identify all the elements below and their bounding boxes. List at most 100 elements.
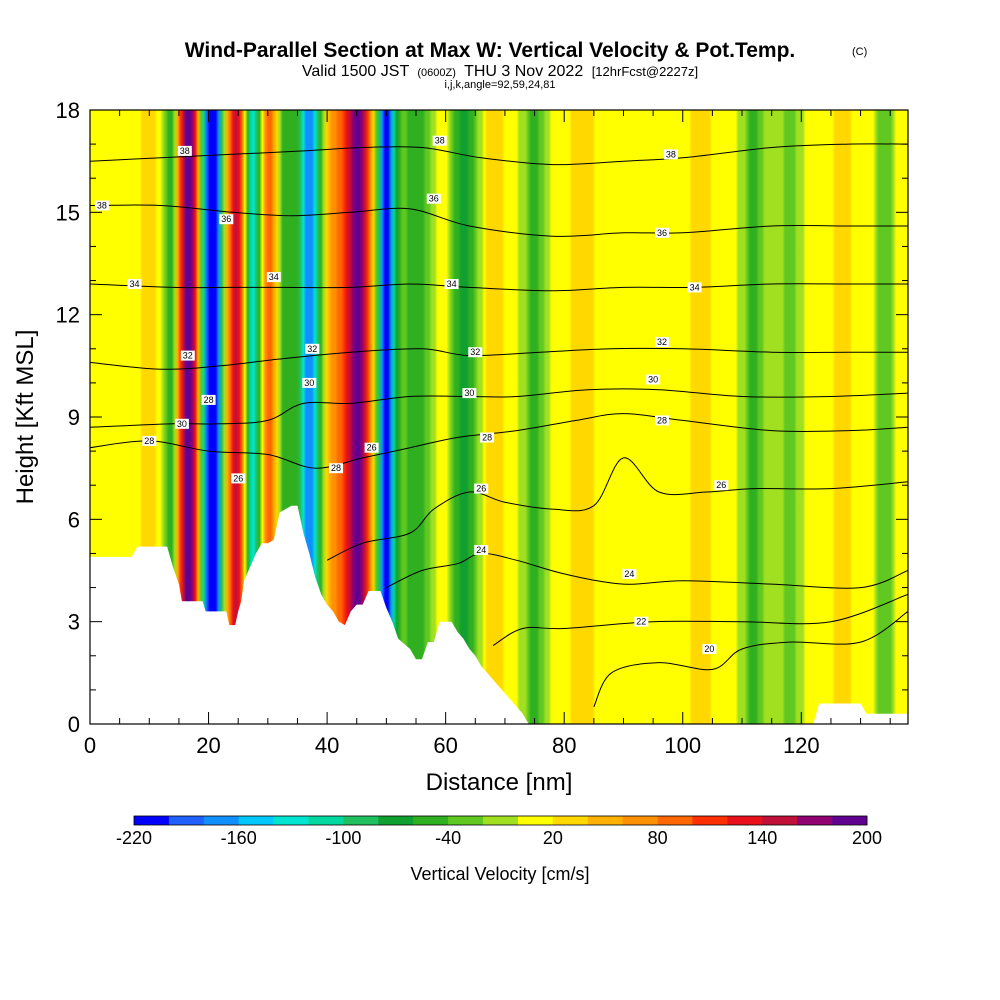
contour-label-text: 20	[704, 644, 714, 654]
contour-label-background	[687, 282, 702, 293]
colorbar-swatch	[378, 816, 414, 825]
contour-label: 32	[655, 337, 669, 347]
contour-label-background	[266, 272, 281, 283]
contour-label-background	[468, 347, 483, 358]
theta-contour-24	[386, 552, 908, 589]
contour-label-background	[174, 418, 189, 429]
theta-contour-26	[326, 457, 908, 561]
contour-label-background	[231, 473, 246, 484]
colorbar-swatch	[797, 816, 833, 825]
contour-label-background	[474, 545, 489, 555]
contour-label: 36	[219, 214, 234, 225]
contour-label: 34	[444, 279, 459, 289]
contour-label: 32	[180, 350, 195, 361]
contour-label-background	[462, 388, 477, 399]
contour-label: 38	[663, 149, 678, 160]
y-tick-label: 0	[68, 712, 80, 737]
contour-label: 30	[646, 374, 661, 385]
contour-label-background	[663, 149, 678, 160]
chart-subtitle: Valid 1500 JST (0600Z) THU 3 Nov 2022 [1…	[302, 63, 698, 80]
contour-label-text: 22	[636, 617, 646, 627]
contour-label-background	[432, 135, 447, 146]
contour-label-text: 32	[470, 347, 480, 357]
colorbar-tick-label: 20	[543, 828, 563, 848]
subtitle-zulu-time: (0600Z)	[417, 67, 456, 79]
colorbar-swatch	[727, 816, 763, 825]
colorbar-swatch	[238, 816, 274, 825]
contour-label-text: 30	[177, 419, 187, 429]
theta-contour-34	[90, 283, 908, 292]
theta-contour-36	[90, 204, 908, 237]
x-tick-label: 80	[552, 733, 576, 758]
contour-label-background	[201, 394, 216, 405]
contour-label-text: 26	[233, 473, 243, 483]
contour-label-text: 38	[435, 136, 445, 146]
contour-label-background	[474, 483, 489, 494]
subtitle-forecast: [12hrFcst@2227z]	[592, 64, 698, 79]
chart-title-mark: (C)	[852, 46, 867, 58]
colorbar-tick-label: 80	[648, 828, 668, 848]
potential-temperature-contours	[90, 143, 908, 708]
y-tick-label: 9	[68, 405, 80, 430]
contour-label: 28	[329, 463, 343, 474]
theta-contour-22	[492, 593, 908, 646]
colorbar-swatch	[413, 816, 449, 825]
y-tick-label: 12	[56, 303, 80, 328]
theta-contour-20	[593, 610, 908, 708]
contour-label-text: 34	[269, 272, 279, 282]
contour-label-background	[364, 442, 379, 453]
contour-label-background	[180, 350, 195, 361]
contour-label: 26	[231, 473, 246, 484]
colorbar-tick-label: -40	[435, 828, 461, 848]
theta-contour-38	[90, 143, 908, 166]
x-tick-label: 60	[433, 733, 457, 758]
contour-label-text: 30	[304, 378, 314, 388]
contour-label: 28	[201, 394, 216, 405]
colorbar-swatch	[692, 816, 728, 825]
subtitle-date: THU 3 Nov 2022	[464, 63, 583, 80]
contour-label-background	[646, 374, 661, 385]
contour-label: 38	[432, 135, 447, 146]
contour-label: 38	[177, 145, 192, 156]
contour-label-text: 28	[331, 463, 341, 473]
colorbar-tick-label: 140	[747, 828, 777, 848]
contour-label-text: 32	[657, 337, 667, 347]
colorbar-tick-label: 200	[852, 828, 882, 848]
contour-label-background	[702, 644, 717, 654]
contour-label-background	[655, 227, 669, 238]
contour-label-text: 26	[367, 443, 377, 453]
contour-label: 20	[702, 644, 717, 654]
x-tick-label: 100	[664, 733, 701, 758]
contour-label-background	[655, 337, 669, 347]
y-axis-label: Height [Kft MSL]	[12, 330, 39, 505]
contour-label-background	[94, 200, 109, 211]
contour-label: 24	[622, 568, 637, 579]
chart-title: Wind-Parallel Section at Max W: Vertical…	[185, 39, 796, 62]
colorbar-label: Vertical Velocity [cm/s]	[410, 864, 589, 884]
colorbar-swatch	[308, 816, 344, 825]
contour-label-text: 36	[221, 214, 231, 224]
y-tick-label: 15	[56, 200, 80, 225]
x-tick-label: 0	[84, 733, 96, 758]
colorbar-swatch	[622, 816, 658, 825]
contour-label-background	[714, 480, 729, 491]
terrain	[90, 505, 908, 724]
colorbar-swatch	[517, 816, 554, 825]
x-axis-label: Distance [nm]	[426, 769, 573, 796]
contour-label: 34	[266, 272, 281, 283]
contour-label-text: 26	[476, 484, 486, 494]
colorbar-swatch	[762, 816, 798, 825]
contour-label-text: 32	[183, 351, 193, 361]
contour-label: 28	[480, 432, 495, 443]
colorbar-swatch	[343, 816, 379, 825]
contour-label: 38	[94, 200, 109, 211]
contour-label-text: 34	[690, 282, 700, 292]
contour-label-background	[655, 415, 669, 426]
contour-label-text: 30	[648, 375, 658, 385]
contour-label-text: 28	[657, 415, 667, 425]
colorbar-swatch	[448, 816, 484, 825]
colorbar-frame	[133, 815, 868, 826]
contour-label: 36	[655, 227, 669, 238]
